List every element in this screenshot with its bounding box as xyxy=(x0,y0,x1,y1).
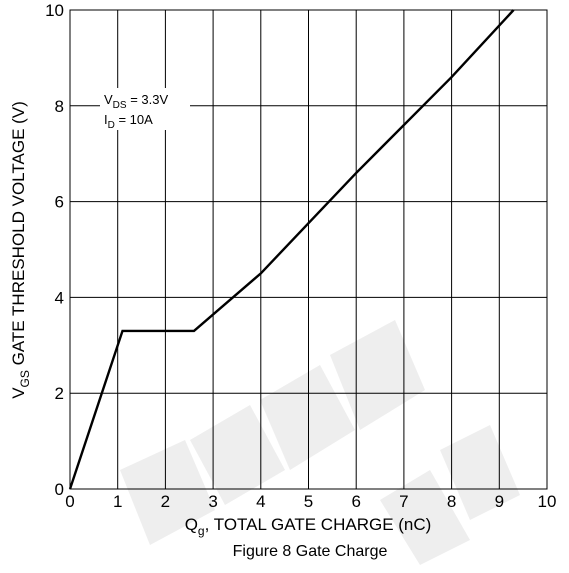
x-tick-label: 5 xyxy=(304,492,313,511)
y-tick-label: 6 xyxy=(55,193,64,212)
figure-caption: Figure 8 Gate Charge xyxy=(233,543,388,560)
y-tick-label: 2 xyxy=(55,384,64,403)
plot-frame xyxy=(69,9,548,490)
x-tick-label: 3 xyxy=(208,492,217,511)
y-axis-label: VGS GATE THRESHOLD VOLTAGE (V) xyxy=(9,101,32,399)
x-tick-label: 8 xyxy=(447,492,456,511)
x-tick-label: 6 xyxy=(351,492,360,511)
x-tick-label: 1 xyxy=(113,492,122,511)
y-tick-label: 10 xyxy=(45,1,64,20)
x-tick-label: 4 xyxy=(256,492,265,511)
series-line xyxy=(68,9,515,490)
x-tick-label: 0 xyxy=(65,492,74,511)
y-tick-label: 8 xyxy=(55,97,64,116)
x-tick-label: 10 xyxy=(538,492,557,511)
x-tick-label: 2 xyxy=(161,492,170,511)
y-tick-labels: 0 2 4 6 8 10 xyxy=(45,1,64,499)
x-tick-label: 9 xyxy=(495,492,504,511)
x-tick-labels: 0 1 2 3 4 5 6 7 8 9 10 xyxy=(65,492,556,511)
annotation-id: ID = 10A xyxy=(104,112,153,131)
x-axis-label: Qg, TOTAL GATE CHARGE (nC) xyxy=(185,515,432,538)
y-tick-label: 4 xyxy=(55,288,64,307)
grid-lines xyxy=(69,9,548,490)
annotation-vds: VDS = 3.3V xyxy=(104,92,168,111)
x-tick-label: 7 xyxy=(399,492,408,511)
y-tick-label: 0 xyxy=(55,480,64,499)
annotation-bg xyxy=(100,88,190,130)
